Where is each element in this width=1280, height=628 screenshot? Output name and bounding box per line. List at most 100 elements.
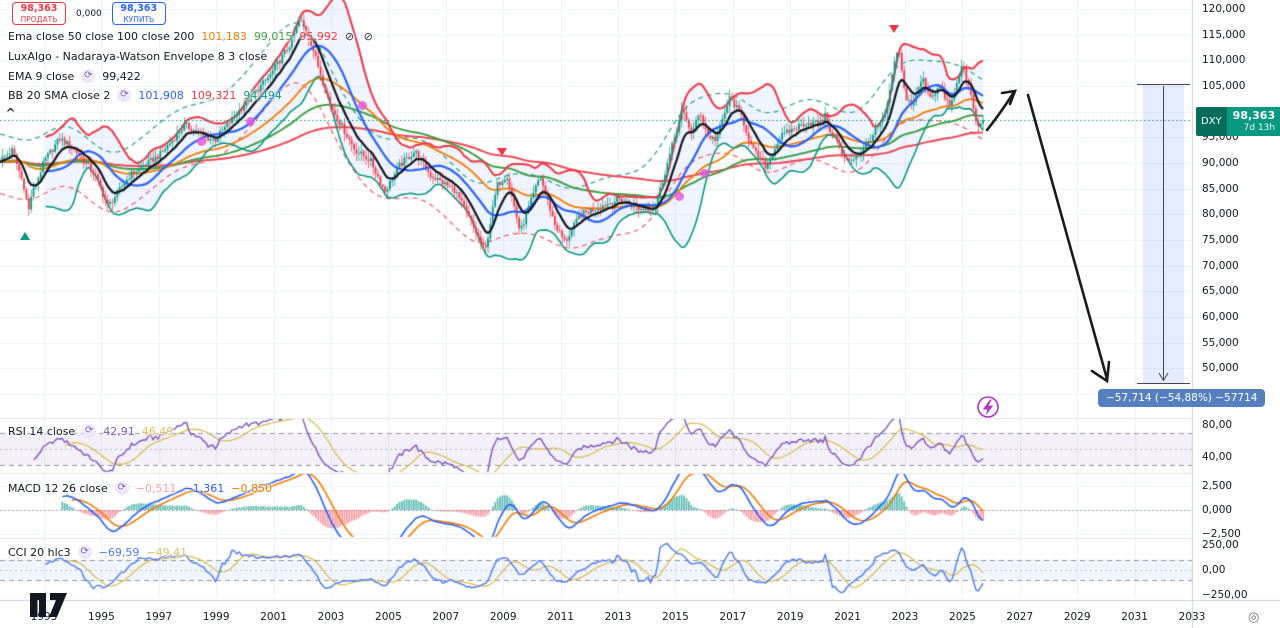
legend-luxalgo-title: LuxAlgo - Nadaraya-Watson Envelope 8 3 c…	[8, 50, 268, 63]
time-tick-label: 2031	[1121, 611, 1148, 623]
time-tick-label: 2015	[662, 611, 689, 623]
time-tick-label: 2019	[776, 611, 804, 623]
caret-marker[interactable]: ^	[5, 105, 16, 120]
legend-ema[interactable]: Ema close 50 close 100 close 200 101,183…	[8, 30, 376, 43]
indicator-value: 99,015	[253, 30, 293, 43]
legend-rsi-values: 42,91 46,49	[103, 425, 173, 438]
time-tick-label: 2021	[834, 611, 861, 623]
time-tick-label: 2017	[719, 611, 747, 623]
time-tick-label: 2027	[1006, 611, 1034, 623]
time-tick-label: 1995	[88, 611, 115, 623]
price-tick-label: 60,000	[1202, 311, 1239, 323]
price-tick-label: 90,000	[1202, 157, 1239, 169]
time-tick-label: 2003	[317, 611, 345, 623]
legend-cci[interactable]: CCI 20 hlc3 ⟳ −69,59 −49,41	[8, 545, 187, 559]
luxalgo-signal-dot[interactable]	[358, 101, 368, 110]
time-tick-label: 1997	[145, 611, 173, 623]
sell-price: 98,363	[20, 3, 58, 14]
price-tick-label: −2,500	[1202, 527, 1241, 540]
last-price-value: 98,363	[1232, 109, 1276, 122]
legend-macd[interactable]: MACD 12 26 close ⟳ −0,511 −1,361 −0,850	[8, 481, 272, 495]
price-tick-label: 65,000	[1202, 285, 1239, 298]
indicator-value: 101,183	[201, 30, 247, 43]
buy-price: 98,363	[120, 3, 158, 14]
price-tick-label: 55,000	[1202, 336, 1239, 349]
indicator-value: 94,494	[243, 88, 282, 102]
loading-spinner-icon: ⟳	[77, 545, 92, 559]
sell-signal-marker[interactable]	[497, 148, 508, 157]
indicator-value: −0,511	[135, 481, 177, 495]
price-tick-label: −250,00	[1202, 589, 1248, 601]
price-tick-label: 70,000	[1202, 259, 1239, 272]
indicator-value: 99,422	[102, 69, 141, 83]
time-tick-label: 2011	[547, 611, 574, 623]
bar-countdown: 7d 13h	[1243, 122, 1276, 133]
measurement-label: −57,714 (−54,88%) −57714	[1098, 389, 1266, 407]
time-tick-label: 2029	[1063, 611, 1091, 623]
scale-settings-icon[interactable]: ◎	[1248, 610, 1260, 625]
luxalgo-signal-dot[interactable]	[699, 168, 709, 178]
price-tick-label: 85,000	[1202, 182, 1239, 195]
time-tick-label: 2001	[260, 611, 287, 623]
price-tick-label: 0,00	[1202, 564, 1226, 576]
indicator-value: 109,321	[190, 88, 237, 102]
indicator-value: −49,41	[146, 545, 188, 559]
legend-luxalgo[interactable]: LuxAlgo - Nadaraya-Watson Envelope 8 3 c…	[8, 50, 267, 63]
time-tick-label: 2005	[375, 611, 402, 623]
time-tick-label: 1999	[202, 611, 230, 623]
indicator-value: −1,361	[183, 481, 225, 495]
null-value-icons: ⊘ ⊘	[344, 30, 376, 43]
indicator-value: 46,49	[141, 424, 174, 438]
legend-ema-values: 101,183 99,015 95,992	[201, 30, 338, 43]
sell-button[interactable]: 98,363 ПРОДАТЬ	[12, 2, 66, 25]
price-tick-label: 0,000	[1202, 504, 1233, 516]
legend-macd-title: MACD 12 26 close	[8, 481, 108, 495]
legend-cci-title: CCI 20 hlc3	[8, 545, 71, 559]
legend-bb-title: BB 20 SMA close 2	[8, 88, 111, 102]
legend-ema9-values: 99,422	[102, 70, 141, 83]
legend-bb[interactable]: BB 20 SMA close 2 ⟳ 101,908 109,321 94,494	[8, 88, 282, 102]
price-tick-label: 115,000	[1202, 28, 1246, 41]
sell-signal-marker[interactable]	[888, 24, 899, 33]
legend-bb-values: 101,908 109,321 94,494	[138, 89, 282, 102]
legend-rsi-title: RSI 14 close	[8, 424, 76, 438]
time-tick-label: 2009	[489, 611, 517, 623]
price-tick-label: 50,000	[1202, 362, 1239, 375]
indicator-value: −0,850	[231, 481, 272, 495]
time-tick-label: 2007	[432, 611, 460, 623]
loading-spinner-icon: ⟳	[81, 69, 96, 83]
price-tick-label: 110,000	[1202, 54, 1246, 67]
loading-spinner-icon: ⟳	[117, 88, 132, 102]
trade-panel: 98,363 ПРОДАТЬ 0,000 98,363 КУПИТЬ	[12, 2, 166, 25]
legend-rsi[interactable]: RSI 14 close ⟳ 42,91 46,49	[8, 424, 173, 438]
price-tick-label: 75,000	[1202, 234, 1239, 246]
luxalgo-signal-dot[interactable]	[246, 116, 256, 126]
legend-ema9[interactable]: EMA 9 close ⟳ 99,422	[8, 69, 141, 83]
buy-signal-marker[interactable]	[19, 231, 30, 240]
time-tick-label: 2033	[1178, 611, 1206, 623]
indicator-value: 101,908	[138, 88, 184, 102]
indicator-value: 42,91	[103, 424, 135, 438]
luxalgo-signal-dot[interactable]	[197, 136, 207, 146]
price-tick-label: 105,000	[1202, 80, 1246, 92]
price-tick-label: 80,000	[1202, 208, 1239, 221]
time-tick-label: 2013	[604, 611, 632, 623]
legend-ema9-title: EMA 9 close	[8, 69, 75, 83]
current-price-label[interactable]: DXY 98,363 7d 13h	[1196, 107, 1280, 136]
indicator-value: 95,992	[299, 30, 338, 43]
legend-cci-values: −69,59 −49,41	[99, 546, 187, 559]
loading-spinner-icon: ⟳	[82, 424, 97, 438]
sell-label: ПРОДАТЬ	[20, 14, 58, 24]
luxalgo-signal-dot[interactable]	[675, 191, 685, 201]
symbol-tag: DXY	[1196, 107, 1227, 136]
indicator-value: −69,59	[98, 545, 140, 559]
time-tick-label: 1993	[30, 611, 58, 623]
price-tick-label: 250,00	[1202, 539, 1239, 551]
price-tick-label: 2,500	[1202, 480, 1233, 493]
price-tick-label: 80,00	[1202, 419, 1233, 431]
buy-button[interactable]: 98,363 КУПИТЬ	[111, 2, 166, 25]
loading-spinner-icon: ⟳	[114, 481, 129, 495]
buy-label: КУПИТЬ	[123, 14, 155, 24]
time-tick-label: 2023	[891, 611, 919, 623]
